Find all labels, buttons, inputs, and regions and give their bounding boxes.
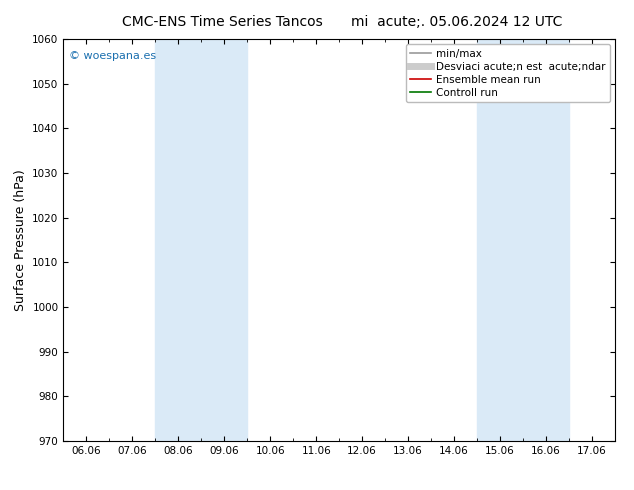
Text: CMC-ENS Time Series Tancos: CMC-ENS Time Series Tancos [122, 15, 322, 29]
Bar [477, 39, 569, 441]
Legend: min/max, Desviaci acute;n est  acute;ndar, Ensemble mean run, Controll run: min/max, Desviaci acute;n est acute;ndar… [406, 45, 610, 102]
Text: © woespana.es: © woespana.es [69, 51, 156, 61]
Y-axis label: Surface Pressure (hPa): Surface Pressure (hPa) [14, 169, 27, 311]
Text: mi  acute;. 05.06.2024 12 UTC: mi acute;. 05.06.2024 12 UTC [351, 15, 562, 29]
Bar [155, 39, 247, 441]
